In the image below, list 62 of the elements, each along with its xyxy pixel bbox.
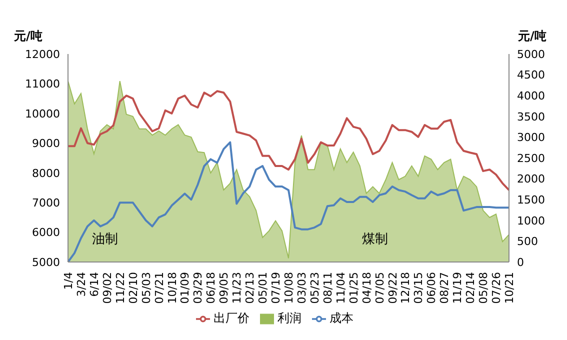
y2-tick-label: 5000 xyxy=(517,48,545,61)
y-tick-label: 9000 xyxy=(32,137,60,150)
x-tick-label: 09/22 xyxy=(386,272,400,304)
x-tick-label: 07/19 xyxy=(270,272,283,304)
x-tick-label: 03/03 xyxy=(295,272,308,304)
x-tick-label: 11/04 xyxy=(334,272,348,304)
y2-tick-label: 3000 xyxy=(517,131,545,144)
annotation: 油制 xyxy=(92,231,118,248)
x-tick-label: 05/01 xyxy=(256,272,270,304)
y2-tick-label: 1000 xyxy=(517,214,545,228)
y2-tick-label: 3500 xyxy=(517,110,545,124)
x-tick-label: 06/18 xyxy=(204,272,218,304)
x-tick-label: 10/08 xyxy=(282,272,296,304)
y2-tick-label: 2000 xyxy=(517,172,545,186)
y-tick-label: 10000 xyxy=(25,107,60,120)
x-tick-label: 03/15 xyxy=(412,272,426,304)
y-tick-label: 5000 xyxy=(32,256,60,269)
x-tick-label: 01/09 xyxy=(178,272,192,304)
y2-tick-label: 2500 xyxy=(517,152,545,165)
x-tick-label: 02/13 xyxy=(244,272,257,304)
legend-label: 利润 xyxy=(278,311,302,325)
y-tick-label: 12000 xyxy=(25,48,60,61)
x-tick-label: 08/27 xyxy=(438,272,452,304)
x-tick-label: 06/06 xyxy=(425,272,438,304)
y2-tick-label: 1500 xyxy=(517,194,545,207)
x-tick-label: 05/08 xyxy=(477,272,490,304)
x-tick-label: 08/11 xyxy=(321,272,334,304)
x-tick-label: 10/21 xyxy=(503,272,516,304)
y2-axis-title: 元/吨 xyxy=(518,28,546,45)
x-tick-label: 11/22 xyxy=(114,272,127,304)
x-tick-label: 07/26 xyxy=(490,272,504,304)
x-tick-label: 3/24 xyxy=(74,272,88,297)
x-tick-label: 07/21 xyxy=(152,272,166,304)
legend-label: 成本 xyxy=(330,311,354,325)
line-series xyxy=(67,90,510,192)
x-tick-label: 05/03 xyxy=(140,272,153,304)
x-tick-label: 09/02 xyxy=(100,272,114,304)
annotation: 煤制 xyxy=(362,231,388,248)
x-tick-label: 07/05 xyxy=(373,272,386,304)
x-tick-label: 03/29 xyxy=(192,272,205,304)
x-tick-label: 11/19 xyxy=(451,272,464,304)
x-tick-label: 02/10 xyxy=(126,272,140,304)
y2-tick-label: 0 xyxy=(517,256,524,269)
x-tick-label: 10/18 xyxy=(166,272,179,304)
y-tick-label: 11000 xyxy=(25,78,60,91)
x-tick-label: 12/18 xyxy=(399,272,412,304)
y-tick-label: 8000 xyxy=(32,166,60,180)
x-tick-label: 01/25 xyxy=(347,272,360,304)
x-tick-label: 11/23 xyxy=(230,272,244,304)
x-tick-label: 02/14 xyxy=(464,272,478,304)
y-tick-label: 6000 xyxy=(32,226,60,240)
x-tick-label: 1/4 xyxy=(62,272,75,290)
y-axis-title: 元/吨 xyxy=(14,28,42,45)
y-tick-label: 7000 xyxy=(32,196,60,210)
x-tick-label: 09/05 xyxy=(218,272,231,304)
y2-tick-label: 4500 xyxy=(517,68,545,82)
x-tick-label: 6/14 xyxy=(88,272,101,297)
legend-label: 出厂价 xyxy=(214,311,250,325)
y2-tick-label: 500 xyxy=(517,235,538,248)
x-tick-label: 04/18 xyxy=(360,272,374,304)
x-tick-label: 05/23 xyxy=(308,272,322,304)
y2-tick-label: 4000 xyxy=(517,90,545,103)
